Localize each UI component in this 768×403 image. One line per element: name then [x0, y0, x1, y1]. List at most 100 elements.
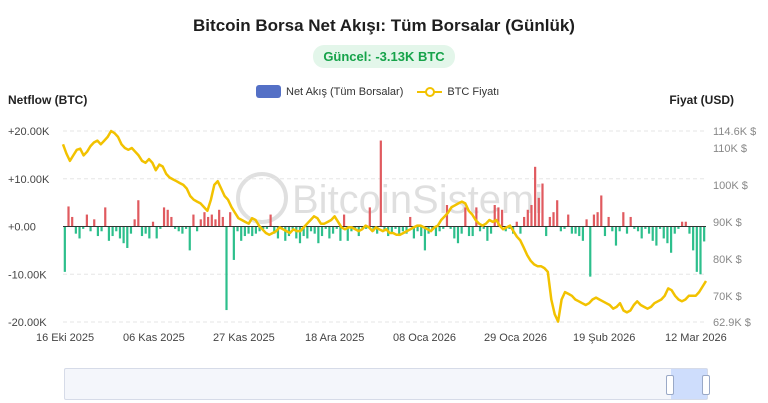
outflow-bar — [508, 226, 511, 229]
outflow-bar — [519, 226, 522, 234]
outflow-bar — [423, 226, 427, 251]
outflow-bar — [633, 226, 636, 229]
outflow-bar — [636, 226, 640, 232]
outflow-bar — [306, 226, 309, 239]
inflow-bar — [530, 205, 533, 227]
left-tick-label: -20.00K — [8, 317, 47, 329]
x-tick-label: 12 Mar 2026 — [665, 332, 727, 344]
outflow-bar — [398, 226, 401, 237]
inflow-bar — [684, 221, 687, 227]
outflow-bar — [243, 226, 246, 237]
outflow-bar — [89, 226, 92, 232]
inflow-bar — [218, 209, 221, 227]
inflow-bar — [151, 221, 155, 227]
outflow-bar — [309, 226, 313, 232]
left-tick-label: +10.00K — [8, 174, 50, 186]
outflow-bar — [129, 226, 133, 234]
outflow-bar — [126, 226, 129, 248]
outflow-bar — [324, 226, 327, 229]
outflow-bar — [644, 226, 647, 229]
outflow-bar — [144, 226, 147, 234]
outflow-bar — [159, 226, 162, 229]
outflow-bar — [82, 226, 85, 229]
outflow-bar — [63, 226, 66, 272]
outflow-bar — [173, 226, 177, 229]
x-tick-label: 16 Eki 2025 — [36, 332, 94, 344]
inflow-bar — [681, 221, 684, 227]
outflow-bar — [640, 226, 643, 239]
outflow-bar — [416, 226, 419, 232]
outflow-bar — [236, 226, 239, 232]
outflow-bar — [302, 226, 305, 237]
outflow-bar — [350, 226, 353, 232]
right-tick-label: 90K $ — [713, 217, 742, 229]
inflow-bar — [552, 212, 555, 227]
inflow-bar — [207, 216, 210, 227]
outflow-bar — [251, 226, 254, 237]
right-axis-title: Fiyat (USD) — [669, 93, 734, 107]
watermark-text: BitcoinSistemi — [292, 178, 543, 222]
outflow-bar — [695, 226, 698, 272]
outflow-bar — [442, 226, 445, 229]
inflow-bar — [71, 216, 74, 227]
inflow-bar — [585, 219, 588, 227]
outflow-bar — [328, 226, 331, 239]
outflow-bar — [262, 226, 265, 229]
inflow-bar — [104, 207, 107, 227]
outflow-bar — [589, 226, 592, 277]
inflow-bar — [379, 140, 382, 227]
outflow-bar — [118, 226, 122, 239]
inflow-bar — [493, 205, 496, 227]
outflow-bar — [581, 226, 585, 241]
right-tick-label: 110K $ — [713, 143, 747, 155]
outflow-bar — [666, 226, 669, 244]
left-tick-label: +20.00K — [8, 126, 50, 138]
outflow-bar — [188, 226, 191, 251]
outflow-bar — [284, 226, 287, 241]
legend: Net Akış (Tüm Borsalar) BTC Fiyatı — [256, 85, 513, 98]
inflow-bar — [475, 207, 478, 227]
inflow-bar — [368, 207, 371, 227]
legend-item-netflow[interactable]: Net Akış (Tüm Borsalar) — [256, 85, 403, 98]
inflow-bar — [534, 166, 537, 227]
inflow-bar — [592, 214, 596, 227]
price-swatch — [417, 85, 443, 98]
outflow-bar — [467, 226, 471, 237]
inflow-bar — [342, 214, 346, 227]
outflow-bar — [453, 226, 456, 239]
zoom-handle-left[interactable] — [666, 375, 674, 395]
zoom-slider[interactable] — [64, 368, 710, 400]
zoom-selection[interactable] — [671, 369, 707, 399]
outflow-bar — [471, 226, 474, 237]
legend-item-price[interactable]: BTC Fiyatı — [417, 85, 499, 98]
zoom-handle-right[interactable] — [702, 375, 710, 395]
x-tick-label: 18 Ara 2025 — [305, 332, 364, 344]
outflow-bar — [489, 226, 493, 234]
outflow-bar — [692, 226, 695, 251]
x-tick-label: 27 Kas 2025 — [213, 332, 275, 344]
outflow-bar — [365, 226, 368, 229]
outflow-bar — [346, 226, 349, 241]
outflow-bar — [181, 226, 184, 234]
outflow-bar — [673, 226, 676, 234]
outflow-bar — [331, 226, 335, 234]
outflow-bar — [618, 226, 621, 232]
outflow-bar — [184, 226, 188, 229]
outflow-bar — [394, 226, 397, 229]
x-tick-label: 29 Oca 2026 — [484, 332, 547, 344]
outflow-bar — [614, 226, 618, 246]
outflow-bar — [74, 226, 77, 234]
outflow-bar — [545, 226, 548, 237]
outflow-bar — [603, 226, 607, 237]
outflow-bar — [376, 226, 379, 234]
x-tick-label: 08 Oca 2026 — [393, 332, 456, 344]
inflow-bar — [214, 219, 217, 227]
outflow-bar — [655, 226, 658, 246]
outflow-bar — [703, 226, 706, 242]
inflow-bar — [497, 207, 500, 227]
outflow-bar — [449, 226, 452, 229]
outflow-bar — [100, 226, 103, 232]
inflow-bar — [548, 216, 551, 227]
inflow-bar — [199, 219, 202, 227]
